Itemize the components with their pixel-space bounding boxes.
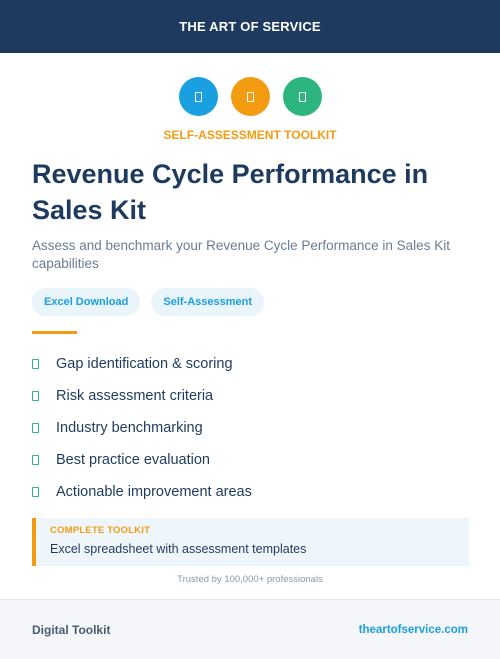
feature-text: Gap identification & scoring bbox=[56, 356, 233, 372]
feature-list: Gap identification & scoring Risk assess… bbox=[32, 348, 252, 508]
tag-self-assessment: Self-Assessment bbox=[151, 288, 265, 316]
list-item: Industry benchmarking bbox=[32, 412, 252, 444]
website-link[interactable]: theartofservice.com bbox=[358, 623, 468, 636]
eyebrow-label: SELF-ASSESSMENT TOOLKIT bbox=[163, 128, 337, 142]
document-icon bbox=[230, 77, 270, 116]
footer-label: Digital Toolkit bbox=[32, 622, 111, 637]
tag-list: Excel Download Self-Assessment bbox=[32, 288, 265, 316]
icon-row bbox=[0, 77, 500, 116]
footer-bar: Digital Toolkit theartofservice.com bbox=[0, 599, 500, 659]
document-icon bbox=[282, 77, 322, 116]
list-item: Gap identification & scoring bbox=[32, 348, 252, 380]
check-icon bbox=[32, 455, 39, 465]
list-item: Best practice evaluation bbox=[32, 444, 252, 476]
check-icon bbox=[32, 487, 39, 497]
document-glyph bbox=[246, 91, 254, 102]
feature-text: Actionable improvement areas bbox=[56, 484, 252, 500]
accent-divider bbox=[32, 331, 77, 334]
list-item: Risk assessment criteria bbox=[32, 380, 252, 412]
list-item: Actionable improvement areas bbox=[32, 476, 252, 508]
header-bar: THE ART OF SERVICE bbox=[0, 0, 500, 53]
document-icon bbox=[178, 77, 218, 116]
check-icon bbox=[32, 391, 39, 401]
document-glyph bbox=[298, 91, 306, 102]
callout-label: COMPLETE TOOLKIT bbox=[50, 525, 151, 536]
feature-text: Risk assessment criteria bbox=[56, 388, 214, 404]
page-title: Revenue Cycle Performance in Sales Kit bbox=[32, 159, 429, 225]
brand-title: THE ART OF SERVICE bbox=[179, 19, 321, 34]
check-icon bbox=[32, 359, 39, 369]
feature-text: Best practice evaluation bbox=[56, 452, 210, 468]
check-icon bbox=[32, 423, 39, 433]
callout-text: Excel spreadsheet with assessment templa… bbox=[50, 542, 307, 556]
document-glyph bbox=[194, 91, 202, 102]
tag-excel-download: Excel Download bbox=[32, 288, 141, 316]
toolkit-callout: COMPLETE TOOLKIT Excel spreadsheet with … bbox=[32, 518, 469, 566]
feature-text: Industry benchmarking bbox=[56, 420, 203, 436]
trusted-note: Trusted by 100,000+ professionals bbox=[177, 574, 323, 585]
page-subtitle: Assess and benchmark your Revenue Cycle … bbox=[32, 238, 450, 271]
